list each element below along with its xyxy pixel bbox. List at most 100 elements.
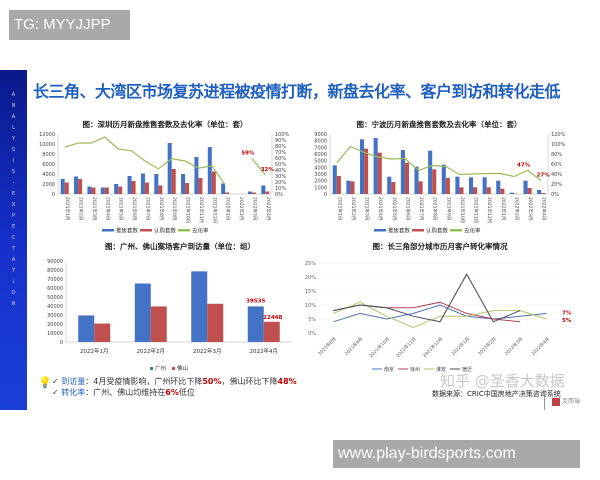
- svg-text:10%: 10%: [305, 303, 316, 309]
- svg-text:10000: 10000: [47, 331, 63, 337]
- svg-text:2021年8月: 2021年8月: [316, 335, 337, 356]
- svg-text:2022年3月: 2022年3月: [251, 197, 258, 220]
- note-conversion: ✓ 转化率：广州、佛山均维持在6%低位: [52, 388, 195, 397]
- seal-icon: [552, 397, 560, 406]
- svg-text:0: 0: [60, 340, 63, 346]
- svg-text:去化率: 去化率: [192, 227, 209, 235]
- svg-text:宿迁: 宿迁: [462, 366, 472, 373]
- svg-text:2022年1月: 2022年1月: [450, 335, 471, 356]
- svg-text:2021年4月: 2021年4月: [104, 197, 111, 220]
- svg-text:12000: 12000: [39, 132, 55, 138]
- data-source: 数据来源：CRIC中国房地产决策咨询系统: [432, 390, 561, 398]
- svg-text:2021年9月: 2021年9月: [343, 335, 364, 356]
- sidebar-banner: A N A L Y S I S · E X P E C T A T I O N: [0, 70, 27, 410]
- svg-text:100%: 100%: [275, 132, 290, 138]
- svg-text:推售套数: 推售套数: [388, 227, 411, 235]
- chart-guangzhou-foshan-visits: 图：广州、佛山案场客户到访量（单位：组） 0 10000 20000 30000 4000…: [47, 241, 292, 372]
- svg-text:2022年2月: 2022年2月: [513, 197, 520, 220]
- svg-text:2022年4月: 2022年4月: [530, 335, 551, 356]
- svg-text:2021年10月: 2021年10月: [368, 335, 391, 358]
- svg-text:80%: 80%: [551, 152, 562, 158]
- chart-ningbo: 图：宁波历月新盘推售套数及去化率（单位：套） 010002000300040005…: [314, 119, 566, 235]
- svg-text:50%: 50%: [275, 162, 286, 168]
- svg-text:2021年10月: 2021年10月: [459, 197, 466, 223]
- svg-text:图：长三角部分城市历月客户转化率情况: 图：长三角部分城市历月客户转化率情况: [373, 241, 508, 251]
- svg-text:南京: 南京: [384, 366, 394, 373]
- svg-text:4000: 4000: [42, 172, 55, 178]
- svg-text:7000: 7000: [314, 145, 327, 151]
- chart-shenzhen: 图：深圳历月新盘推售套数及去化率（单位：套） 0 2000 4000 6000 8000 1…: [39, 119, 290, 235]
- lightbulb-icon: 💡: [38, 376, 52, 389]
- svg-text:1000: 1000: [314, 185, 327, 191]
- svg-text:0%: 0%: [308, 331, 316, 337]
- svg-text:20%: 20%: [275, 180, 286, 186]
- divider: [544, 390, 545, 410]
- svg-text:2021年1月: 2021年1月: [336, 197, 343, 220]
- svg-text:5%: 5%: [562, 318, 572, 324]
- watermark-bottom-right: www.play-birdsports.com: [333, 440, 580, 468]
- svg-text:2022年3月: 2022年3月: [503, 335, 524, 356]
- svg-text:2021年4月: 2021年4月: [377, 197, 384, 220]
- svg-text:8000: 8000: [314, 139, 327, 145]
- svg-text:2022年2月: 2022年2月: [137, 347, 166, 355]
- svg-text:2021年8月: 2021年8月: [158, 197, 165, 220]
- svg-text:20%: 20%: [551, 182, 562, 188]
- svg-text:2021年1月: 2021年1月: [64, 197, 71, 220]
- svg-text:2022年1月: 2022年1月: [500, 197, 507, 220]
- svg-text:2021年9月: 2021年9月: [445, 197, 452, 220]
- svg-text:70%: 70%: [275, 150, 286, 156]
- svg-text:2021年6月: 2021年6月: [131, 197, 138, 220]
- svg-text:2021年10月: 2021年10月: [185, 197, 192, 223]
- svg-text:2021年11月: 2021年11月: [394, 335, 417, 358]
- svg-text:4000: 4000: [314, 165, 327, 171]
- svg-text:40%: 40%: [551, 172, 562, 178]
- svg-text:佛山: 佛山: [177, 364, 188, 372]
- svg-text:2022年4月: 2022年4月: [265, 197, 272, 220]
- svg-text:图：宁波历月新盘推售套数及去化率（单位：套）: 图：宁波历月新盘推售套数及去化率（单位：套）: [357, 119, 522, 129]
- svg-text:40%: 40%: [275, 168, 286, 174]
- svg-text:0%: 0%: [551, 192, 559, 198]
- svg-text:2022年4月: 2022年4月: [541, 197, 548, 220]
- svg-text:40000: 40000: [47, 304, 63, 310]
- svg-text:2022年2月: 2022年2月: [238, 197, 245, 220]
- svg-text:15%: 15%: [305, 289, 316, 295]
- svg-text:27%: 27%: [537, 173, 551, 179]
- svg-text:10000: 10000: [39, 142, 55, 148]
- svg-text:2022年4月: 2022年4月: [250, 347, 279, 355]
- svg-text:0: 0: [52, 192, 55, 198]
- svg-text:90%: 90%: [275, 138, 286, 144]
- svg-text:2021年11月: 2021年11月: [473, 197, 480, 223]
- svg-text:2021年9月: 2021年9月: [171, 197, 178, 220]
- svg-text:5000: 5000: [314, 159, 327, 165]
- svg-text:32%: 32%: [261, 167, 275, 173]
- svg-text:2021年7月: 2021年7月: [144, 197, 151, 220]
- svg-text:30000: 30000: [47, 313, 63, 319]
- svg-text:2000: 2000: [314, 179, 327, 185]
- svg-text:认购套数: 认购套数: [426, 227, 449, 235]
- svg-text:47%: 47%: [517, 163, 531, 169]
- svg-text:120%: 120%: [551, 132, 566, 138]
- zhihu-watermark: 知乎 @圣香大数据: [440, 372, 565, 390]
- svg-text:认购套数: 认购套数: [154, 227, 177, 235]
- svg-text:2021年3月: 2021年3月: [91, 197, 98, 220]
- svg-text:60000: 60000: [47, 286, 63, 292]
- svg-text:60%: 60%: [551, 162, 562, 168]
- svg-text:推售套数: 推售套数: [116, 227, 139, 235]
- svg-text:59%: 59%: [241, 151, 255, 157]
- svg-text:9000: 9000: [314, 132, 327, 138]
- svg-text:2022年3月: 2022年3月: [193, 347, 222, 355]
- svg-text:20%: 20%: [305, 275, 316, 281]
- svg-text:90000: 90000: [47, 259, 63, 265]
- page-title: 长三角、大湾区市场复苏进程被疫情打断，新盘去化率、客户到访和转化走低: [33, 82, 561, 101]
- svg-text:3000: 3000: [314, 172, 327, 178]
- sidebar-vertical-text: A N A L Y S I S · E X P E C T A T I O N: [11, 92, 16, 307]
- svg-text:2021年12月: 2021年12月: [421, 335, 444, 358]
- svg-text:2022年1月: 2022年1月: [80, 347, 109, 355]
- svg-text:100%: 100%: [551, 142, 566, 148]
- svg-text:2022年3月: 2022年3月: [527, 197, 534, 220]
- svg-text:图：广州、佛山案场客户到访量（单位：组）: 图：广州、佛山案场客户到访量（单位：组）: [105, 241, 255, 251]
- svg-text:30%: 30%: [275, 174, 286, 180]
- svg-text:8000: 8000: [42, 152, 55, 158]
- svg-text:6000: 6000: [42, 162, 55, 168]
- svg-text:2021年7月: 2021年7月: [418, 197, 425, 220]
